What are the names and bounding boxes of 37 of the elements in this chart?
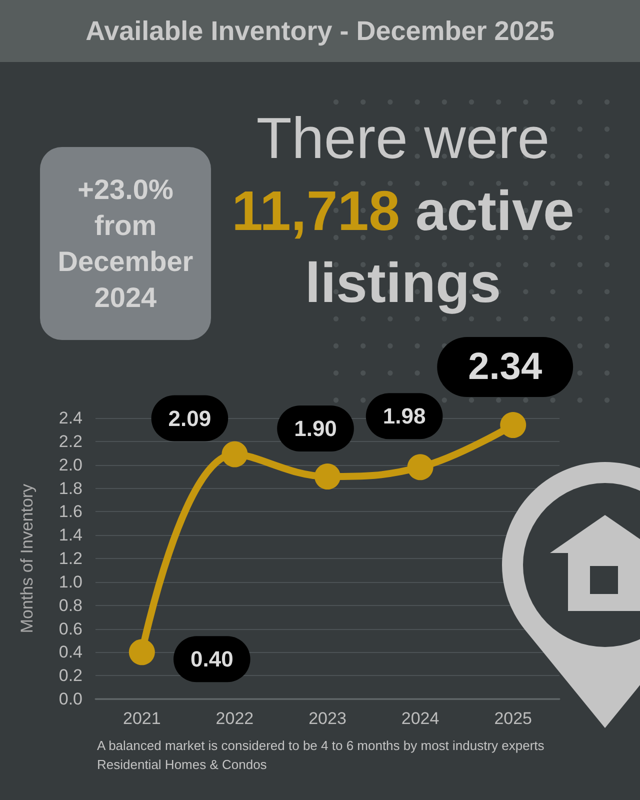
- y-tick-label: 2.0: [58, 455, 82, 474]
- x-tick-label: 2021: [122, 709, 161, 728]
- x-tick-label: 2023: [308, 709, 346, 728]
- y-axis-title: Months of Inventory: [18, 483, 36, 634]
- chart-title: Available Inventory - December 2025: [0, 0, 640, 62]
- y-tick-label: 1.6: [58, 502, 82, 522]
- y-tick-label: 2.4: [58, 408, 82, 428]
- data-label: 1.90: [294, 416, 337, 442]
- y-tick-label: 1.0: [58, 572, 82, 592]
- x-tick-label: 2024: [401, 709, 440, 728]
- text: active: [415, 179, 574, 242]
- data-label: 1.98: [382, 404, 426, 429]
- data-label: 2.34: [468, 346, 542, 388]
- point: [314, 464, 340, 490]
- y-tick-label: 0.2: [58, 666, 82, 686]
- data-label: 0.40: [190, 646, 234, 672]
- y-tick-label: 0.0: [58, 690, 82, 708]
- y-tick-label: 2.2: [58, 432, 82, 451]
- rounded-box: +23.0% from December 2024: [40, 147, 211, 340]
- point: [407, 454, 434, 480]
- y-tick-label: 1.8: [58, 478, 82, 498]
- text: A balanced market is considered to be 4 to 6 months by most industry experts: [97, 737, 544, 755]
- text: 11,718: [232, 179, 400, 242]
- data-label: 2.09: [168, 406, 212, 431]
- y-tick-label: 0.6: [58, 619, 82, 638]
- point: [500, 412, 526, 438]
- y-tick-label: 1.2: [58, 549, 82, 568]
- text: listings: [304, 250, 502, 316]
- x-tick-label: 2022: [216, 709, 254, 728]
- x-tick-label: 2025: [494, 709, 532, 728]
- point: [128, 639, 155, 666]
- y-tick-label: 1.4: [58, 526, 82, 545]
- point: [222, 441, 248, 468]
- text: There were: [255, 105, 551, 173]
- y-tick-label: 0.8: [58, 596, 82, 615]
- y-tick-label: 0.4: [58, 642, 82, 662]
- text: Residential Homes & Condos: [97, 756, 268, 774]
